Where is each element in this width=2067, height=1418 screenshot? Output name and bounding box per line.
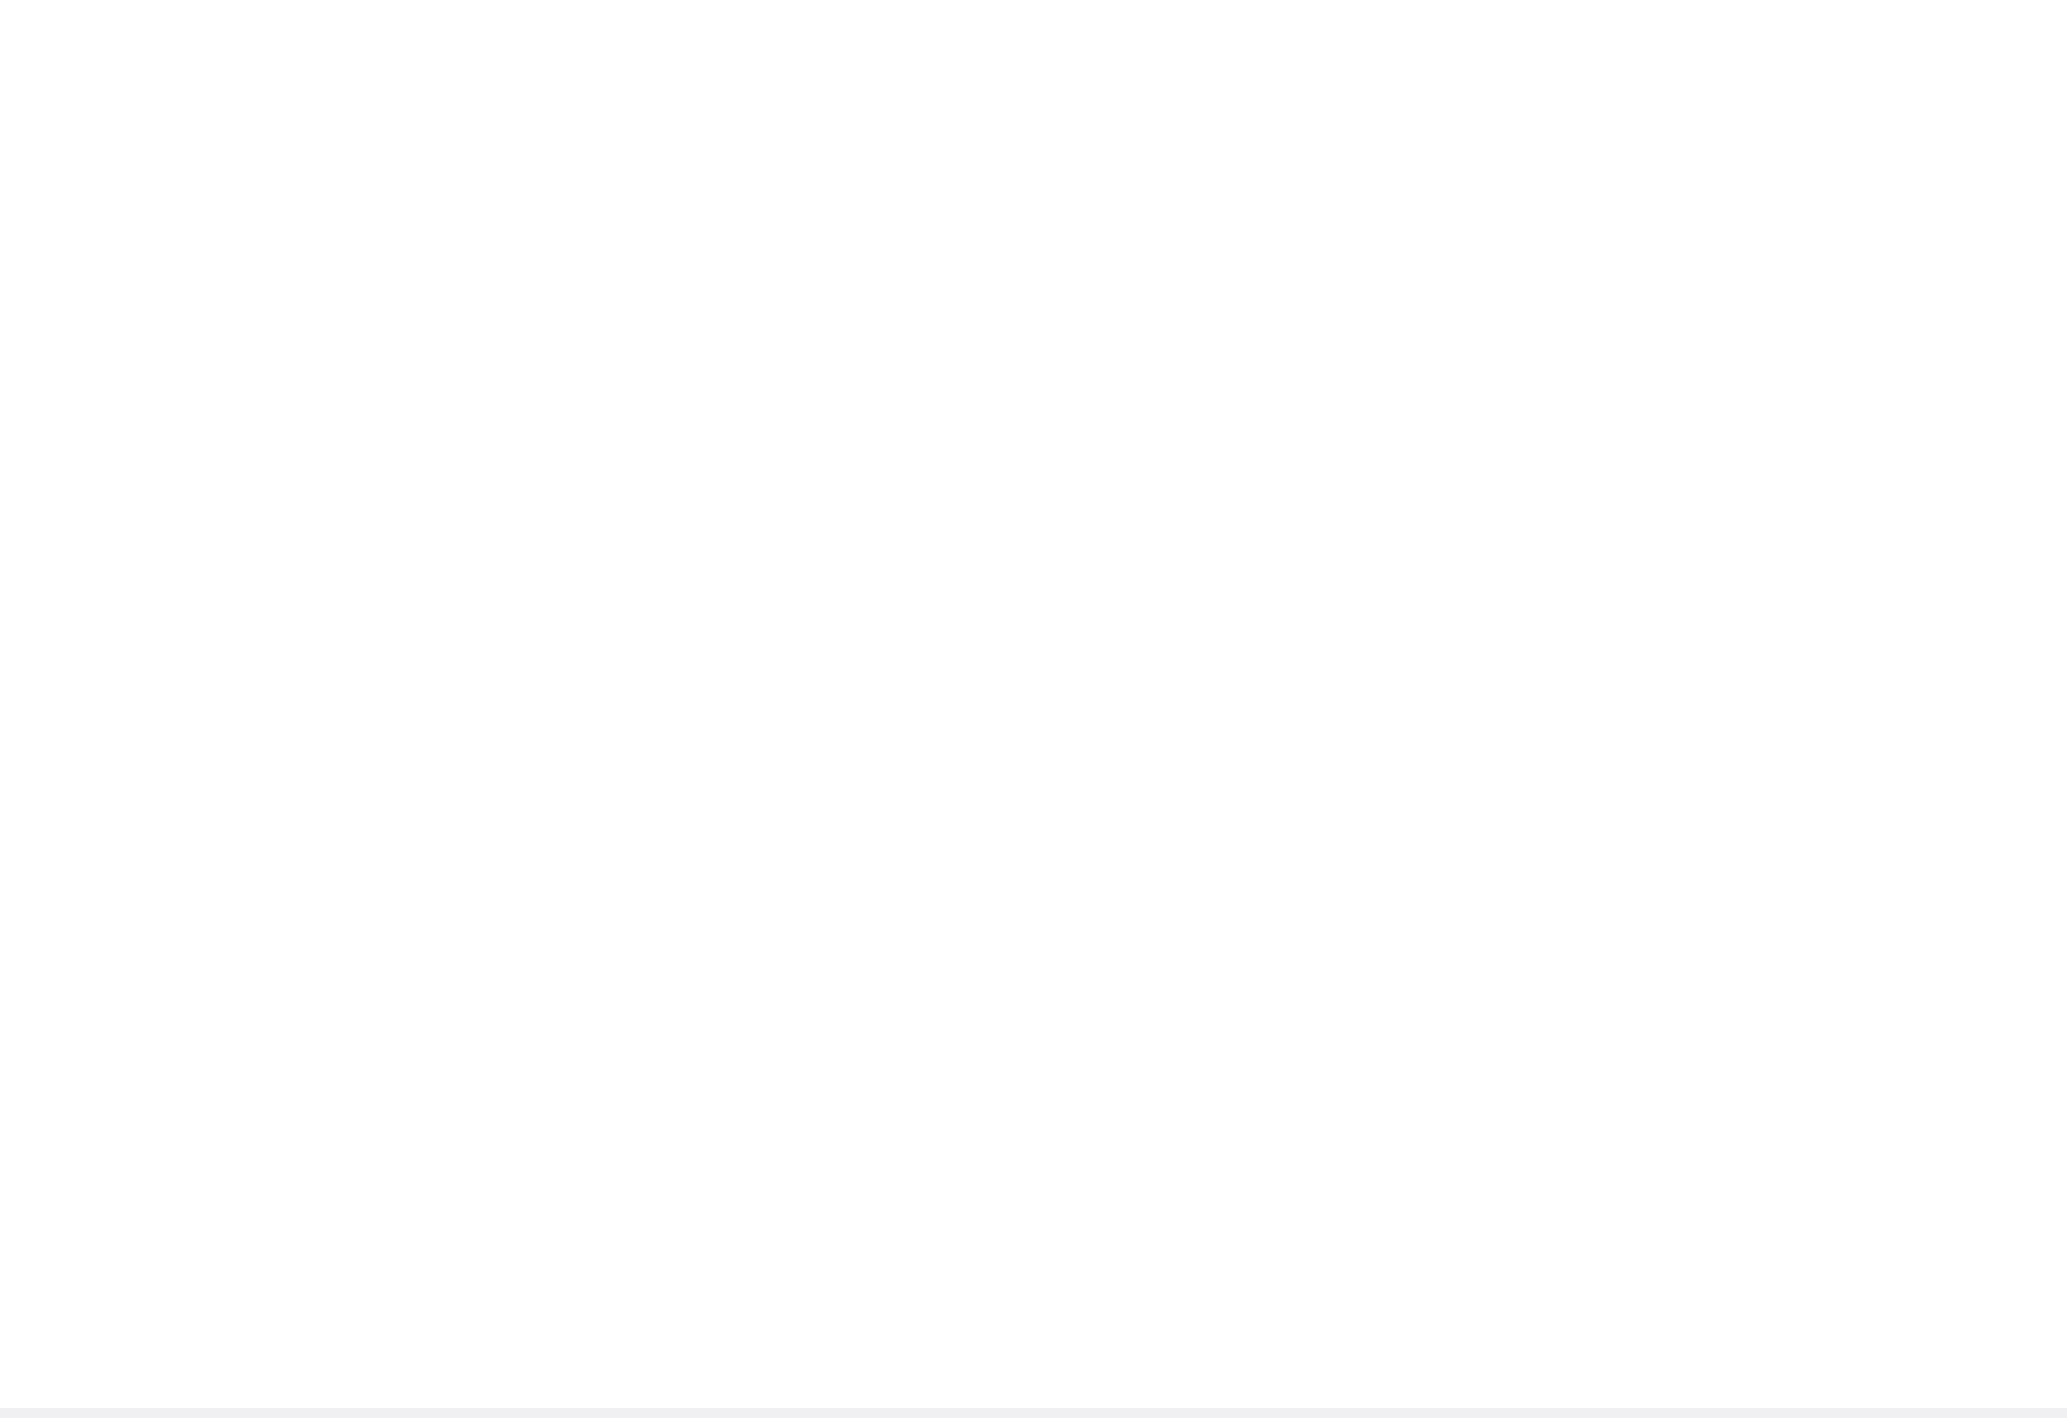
- scatter-plot-h: [0, 0, 1034, 355]
- panel-h: [0, 0, 1034, 355]
- page-edge-strip: [0, 1408, 2067, 1418]
